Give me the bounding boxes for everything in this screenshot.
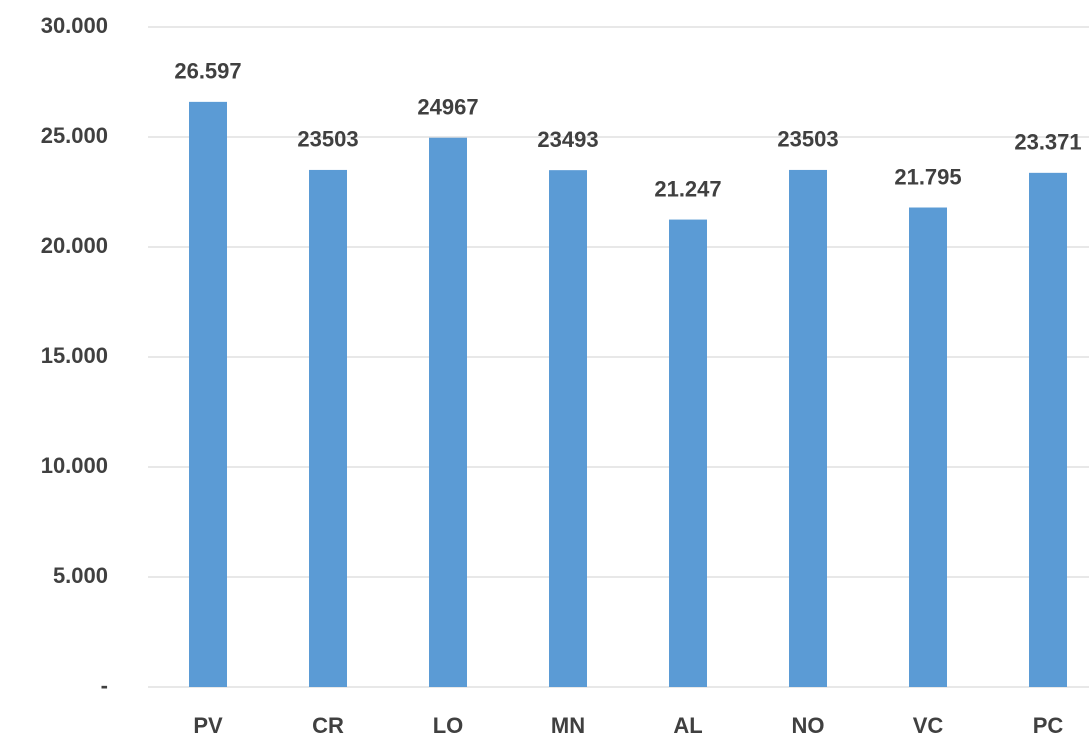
bar (189, 101, 227, 688)
bar (429, 137, 467, 687)
data-label: 23.371 (1014, 130, 1081, 155)
x-tick-label: PV (193, 713, 223, 738)
y-tick-label: - (101, 673, 108, 698)
data-label: 23503 (777, 127, 838, 152)
bar (909, 207, 947, 687)
x-tick-label: VC (913, 713, 944, 738)
y-tick-label: 20.000 (41, 233, 108, 258)
bar (789, 169, 827, 687)
x-tick-label: MN (551, 713, 585, 738)
data-label: 24967 (417, 95, 478, 120)
x-tick-label: CR (312, 713, 344, 738)
y-tick-label: 10.000 (41, 453, 108, 478)
bar (669, 219, 707, 688)
x-tick-label: NO (792, 713, 825, 738)
bar (549, 170, 587, 688)
x-tick-label: LO (433, 713, 464, 738)
x-tick-label: PC (1033, 713, 1064, 738)
bar (309, 169, 347, 687)
y-tick-label: 30.000 (41, 13, 108, 38)
data-label: 26.597 (174, 59, 241, 84)
bar (1029, 172, 1067, 687)
data-label: 21.795 (894, 164, 961, 189)
y-tick-label: 25.000 (41, 123, 108, 148)
data-label: 23493 (537, 127, 598, 152)
data-label: 23503 (297, 127, 358, 152)
y-tick-label: 15.000 (41, 343, 108, 368)
data-label: 21.247 (654, 176, 721, 201)
y-tick-label: 5.000 (53, 563, 108, 588)
x-tick-label: AL (673, 713, 702, 738)
